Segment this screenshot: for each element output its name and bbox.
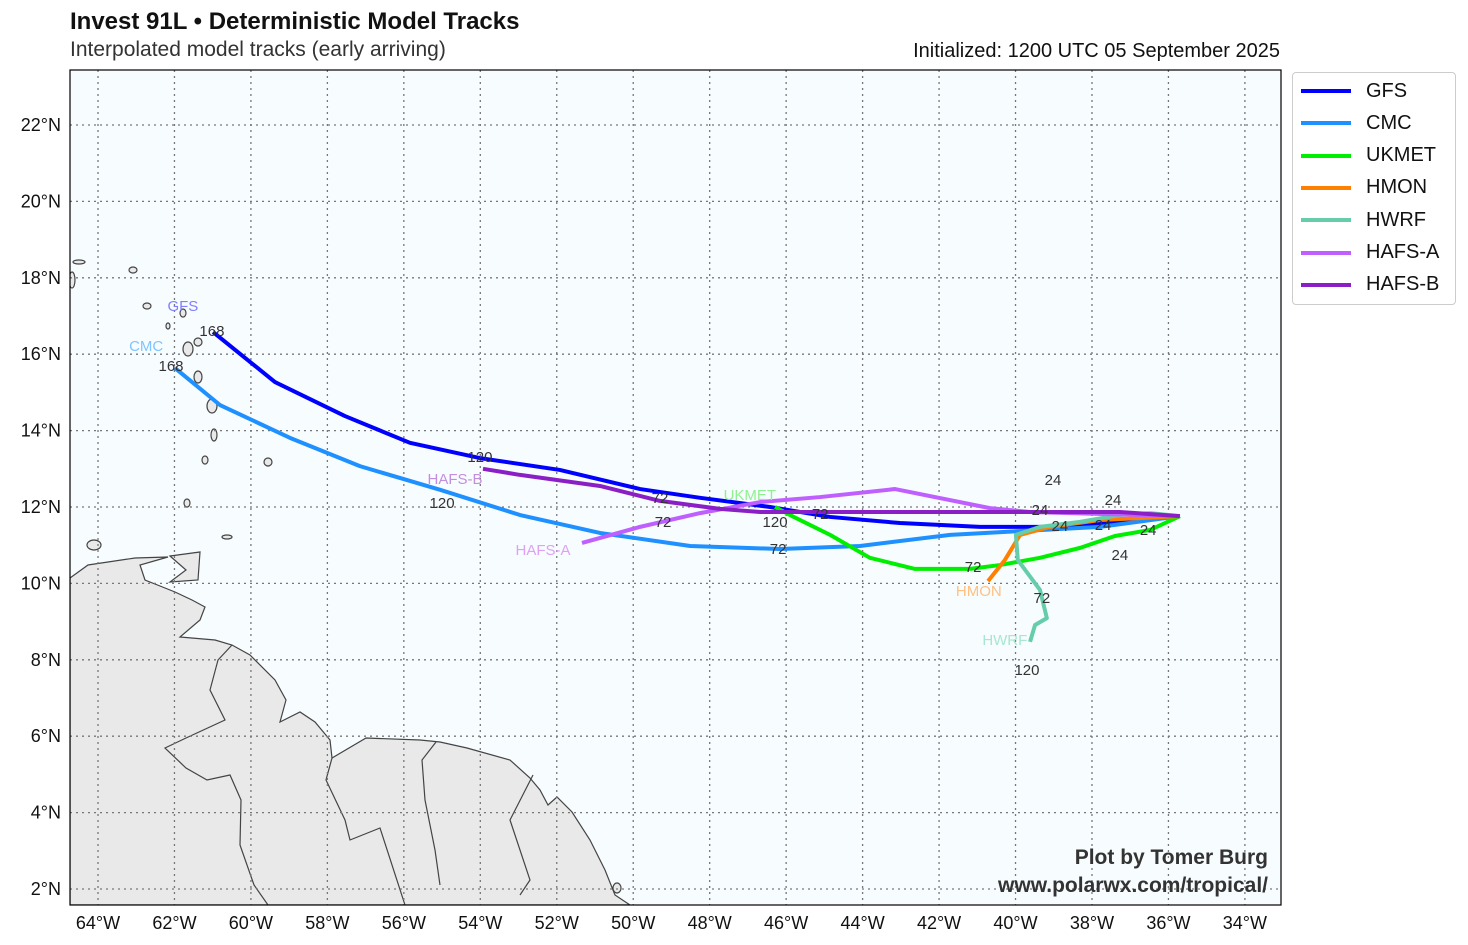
model-tracks [173,330,1181,643]
forecast-hour-label: 72 [965,559,982,576]
legend-label: CMC [1366,111,1412,134]
y-tick-label: 18°N [21,268,61,288]
forecast-hour-label: 120 [1014,662,1039,679]
x-tick-label: 52°W [535,913,579,933]
south-america-coast [70,556,632,905]
x-tick-label: 56°W [382,913,426,933]
y-tick-label: 22°N [21,115,61,135]
track-gfs [211,330,1181,529]
track-hmon [986,514,1181,583]
map-subtitle: Interpolated model tracks (early arrivin… [70,38,446,61]
legend-swatch [1301,121,1351,126]
legend-label: UKMET [1366,144,1436,167]
model-name-label: CMC [129,338,163,355]
model-name-label: GFS [167,298,198,315]
y-tick-label: 8°N [31,650,61,670]
model-name-label: HMON [956,583,1002,600]
forecast-hour-label: 168 [159,358,184,375]
map-title: Invest 91L • Deterministic Model Tracks [70,8,520,35]
legend-label: HAFS-B [1366,273,1440,296]
x-tick-label: 60°W [229,913,273,933]
x-tick-label: 38°W [1070,913,1114,933]
legend-label: GFS [1366,79,1408,102]
credit-url: www.polarwx.com/tropical/ [997,874,1268,897]
forecast-hour-label: 72 [770,541,787,558]
x-tick-label: 44°W [840,913,884,933]
x-tick-label: 42°W [917,913,961,933]
lesser-antilles [70,259,622,894]
legend-item-hafs-a: HAFS-A [1301,241,1439,265]
y-tick-label: 12°N [21,497,61,517]
legend-swatch [1301,250,1351,255]
track-labels: GFS168CMC168120HAFS-B120HAFS-AUKMET12072… [129,298,1156,679]
legend-item-hmon: HMON [1301,176,1427,200]
forecast-hour-label: 24 [1140,522,1157,539]
x-tick-label: 62°W [152,913,196,933]
y-tick-label: 2°N [31,879,61,899]
y-tick-label: 4°N [31,803,61,823]
legend-label: HAFS-A [1366,241,1440,263]
track-hafs-b [482,466,1181,519]
legend: GFS CMC UKMET HMON HWRF HAFS-A HAFS-B [1292,72,1456,305]
forecast-hour-label: 120 [430,495,455,512]
track-ukmet [774,505,1181,571]
forecast-hour-label: 120 [467,449,492,466]
x-tick-label: 40°W [993,913,1037,933]
legend-swatch [1301,185,1351,190]
x-tick-label: 54°W [458,913,502,933]
legend-item-gfs: GFS [1301,79,1407,103]
borders [163,644,534,905]
track-cmc [173,366,1181,552]
forecast-hour-label: 72 [1034,590,1051,607]
forecast-hour-label: 24 [1105,492,1122,509]
forecast-hour-label: 24 [1112,547,1129,564]
credit-author: Plot by Tomer Burg [1075,846,1268,869]
y-tick-label: 6°N [31,726,61,746]
x-tick-label: 34°W [1223,913,1267,933]
trinidad [168,551,201,583]
forecast-hour-label: 24 [1052,518,1069,535]
x-tick-label: 46°W [764,913,808,933]
legend-swatch [1301,153,1351,158]
model-name-label: HWRF [982,632,1027,649]
forecast-hour-label: 168 [199,323,224,340]
x-tick-label: 50°W [611,913,655,933]
legend-label: HWRF [1366,208,1426,231]
forecast-hour-label: 72 [812,506,829,523]
axis-ticks: 64°W 62°W 60°W 58°W 56°W 54°W 52°W 50°W 48°W 46°W… [21,115,1267,933]
plot-frame [69,69,1282,906]
graticule [70,70,1281,905]
legend-swatch [1301,218,1351,223]
forecast-hour-label: 120 [763,514,788,531]
y-tick-label: 10°N [21,573,61,593]
legend-item-hwrf: HWRF [1301,208,1426,232]
legend-item-ukmet: UKMET [1301,144,1436,168]
legend-swatch [1301,89,1351,93]
legend-item-hafs-b: HAFS-B [1301,273,1439,297]
forecast-hour-label: 24 [1032,502,1049,519]
y-tick-label: 20°N [21,191,61,211]
forecast-hour-label: 72 [652,490,669,507]
land [70,259,632,905]
legend-item-cmc: CMC [1301,111,1412,135]
forecast-hour-label: 72 [655,514,672,531]
x-tick-label: 48°W [688,913,732,933]
forecast-hour-label: 24 [1095,517,1112,534]
initialized-time: Initialized: 1200 UTC 05 September 2025 [913,40,1280,62]
x-tick-label: 36°W [1146,913,1190,933]
model-name-label: UKMET [724,487,777,504]
y-tick-label: 14°N [21,421,61,441]
forecast-hour-label: 24 [1045,472,1062,489]
model-name-label: HAFS-B [428,471,483,488]
x-tick-label: 58°W [305,913,349,933]
legend-label: HMON [1366,176,1428,199]
legend-swatch [1301,282,1351,287]
x-tick-label: 64°W [76,913,120,933]
model-name-label: HAFS-A [515,542,570,559]
y-tick-label: 16°N [21,344,61,364]
